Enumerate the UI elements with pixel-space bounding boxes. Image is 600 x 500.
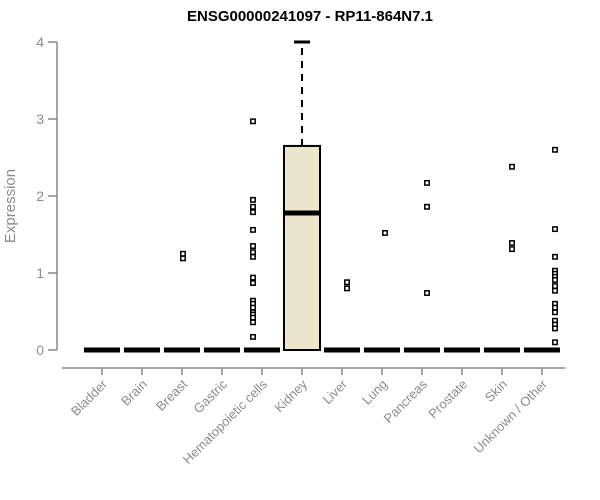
outlier-point [509,240,515,246]
outlier-point [509,163,515,170]
outlier-point [552,276,558,283]
y-axis-tick-label: 3 [36,111,44,127]
outlier-point [424,179,430,186]
y-axis-tick-label: 1 [36,265,44,281]
x-axis-category-label: Brain [118,377,150,409]
x-axis-category-label: Kidney [271,376,310,415]
outlier-point [250,333,256,340]
y-axis-tick-label: 4 [36,34,44,50]
outlier-point [180,255,186,262]
chart-title: ENSG00000241097 - RP11-864N7.1 [186,8,433,25]
outlier-point [344,279,350,286]
outlier-point [250,118,256,125]
outlier-point [509,246,515,253]
outlier-point [250,253,256,260]
y-axis-tick-label: 2 [36,188,44,204]
outlier-point [424,203,430,210]
x-axis-category-label: Lung [359,377,390,408]
x-axis-category-label: Skin [482,377,510,405]
outlier-point [180,250,186,257]
outlier-point [552,226,558,233]
x-axis-category-label: Breast [153,376,190,413]
outlier-point [552,287,558,294]
outlier-point [250,249,256,256]
outlier-point [552,325,558,332]
outlier-point [250,304,256,311]
y-axis-tick-label: 0 [36,342,44,358]
outlier-point [250,196,256,203]
outlier-point [552,339,558,346]
outlier-point [552,309,558,316]
outlier-point [552,253,558,260]
outlier-point [250,319,256,326]
x-axis-category-label: Liver [320,376,351,407]
x-axis-category-label: Pancreas [381,376,431,426]
outlier-point [250,209,256,216]
outlier-point [552,146,558,153]
outlier-point [344,285,350,292]
x-axis-category-label: Prostate [425,377,470,422]
outlier-point [250,243,256,250]
box [283,144,321,351]
outlier-point [552,283,558,290]
outlier-point [250,280,256,286]
outlier-point [382,230,388,236]
x-axis-category-label: Unknown / Other [471,376,551,456]
x-axis-category-label: Bladder [68,376,111,419]
outlier-point [250,314,256,321]
outlier-point [250,274,256,281]
outlier-point [552,304,558,311]
outlier-point [424,290,430,296]
outlier-point [250,226,256,233]
outlier-point [250,203,256,210]
